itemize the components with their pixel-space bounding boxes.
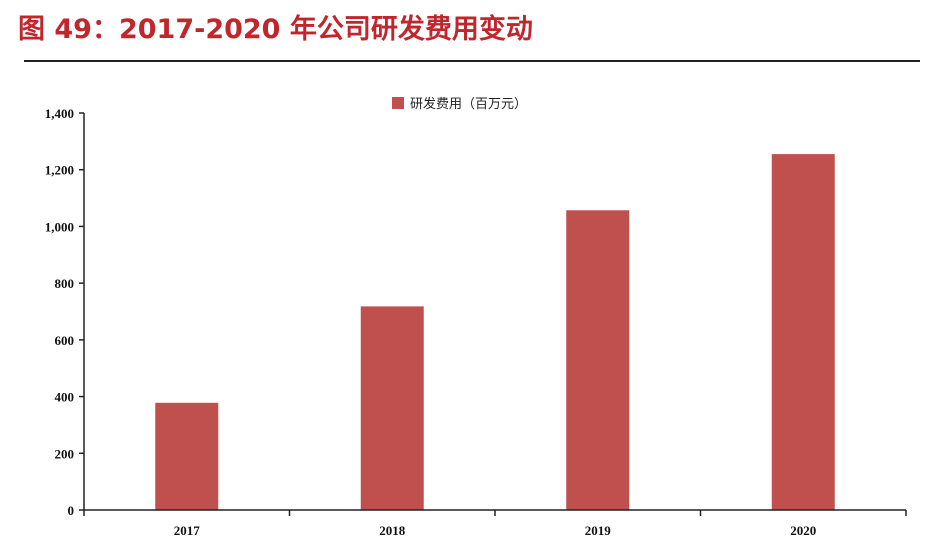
legend: 研发费用（百万元） [392,96,527,112]
bars-group [155,154,835,510]
x-tick-label: 2020 [790,523,816,536]
y-tick-label: 0 [68,503,75,518]
x-tick-label: 2019 [585,523,612,536]
y-tick-label: 800 [55,276,75,291]
y-tick-label: 400 [55,390,75,405]
x-tick-label: 2017 [174,523,201,536]
bar-2017 [155,402,219,510]
y-tick-label: 1,200 [45,163,74,178]
legend-swatch [392,97,404,109]
y-tick-label: 600 [55,333,75,348]
bar-2019 [566,210,630,510]
y-tick-label: 1,400 [45,106,74,121]
legend-label: 研发费用（百万元） [410,96,527,112]
bar-2020 [771,154,835,510]
page-title: 图 49：2017-2020 年公司研发费用变动 [18,14,533,45]
axes-group: 0 200 400 600 800 1,000 1,200 1,400 2017 2018 2019… [45,106,907,536]
title-divider [24,60,920,62]
x-tick-label: 2018 [379,523,406,536]
y-tick-label: 200 [55,446,75,461]
y-tick-label: 1,000 [45,219,74,234]
bar-2018 [360,306,424,510]
